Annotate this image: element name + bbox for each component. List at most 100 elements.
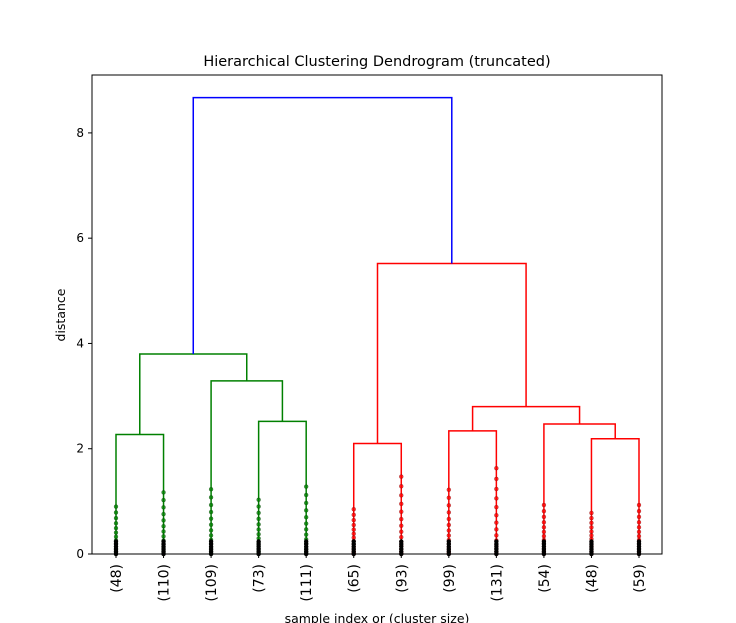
leaf-label: (59) xyxy=(632,564,648,593)
leaf-marker xyxy=(636,533,642,539)
leaf-marker xyxy=(399,516,404,522)
leaf-marker xyxy=(446,487,452,493)
leaf-marker xyxy=(541,539,547,544)
leaf-marker xyxy=(446,533,452,538)
leaf-marker xyxy=(161,490,166,495)
leaf-marker xyxy=(541,514,547,520)
leaf-marker xyxy=(446,528,452,533)
leaf-marker xyxy=(399,539,404,544)
leaf-marker xyxy=(303,532,309,537)
leaf-marker xyxy=(446,516,452,522)
leaf-marker xyxy=(541,502,547,508)
leaf-marker xyxy=(494,504,499,510)
leaf-marker xyxy=(541,508,547,514)
leaf-marker xyxy=(589,529,594,534)
leaf-marker xyxy=(256,527,261,532)
leaf-label: (65) xyxy=(347,564,363,593)
leaf-marker xyxy=(399,484,404,489)
leaf-marker xyxy=(351,531,356,537)
leaf-marker xyxy=(256,531,261,537)
leaf-marker xyxy=(494,465,499,471)
leaf-marker xyxy=(589,539,594,544)
leaf-marker xyxy=(589,510,594,516)
leaf-marker xyxy=(541,525,547,530)
leaf-marker xyxy=(446,522,452,528)
leaf-marker xyxy=(113,534,119,539)
leaf-marker xyxy=(208,516,214,521)
leaf-marker xyxy=(113,525,119,531)
leaf-marker xyxy=(351,512,356,518)
leaf-marker xyxy=(351,507,356,512)
dendrogram-link xyxy=(115,433,165,554)
leaf-marker xyxy=(256,510,261,516)
leaf-marker xyxy=(399,509,404,515)
leaf-marker xyxy=(494,486,499,492)
leaf-marker xyxy=(589,515,594,521)
leaf-label: (110) xyxy=(157,564,173,602)
leaf-marker xyxy=(636,514,642,520)
leaf-marker xyxy=(161,511,166,517)
leaf-marker xyxy=(351,517,356,523)
dendrogram-link xyxy=(192,96,453,354)
leaf-marker xyxy=(541,529,547,535)
leaf-marker xyxy=(494,476,499,482)
leaf-marker xyxy=(494,539,499,544)
y-tick-label: 4 xyxy=(76,336,84,350)
leaf-marker xyxy=(351,522,356,528)
leaf-marker xyxy=(399,534,404,540)
leaf-marker xyxy=(351,527,356,532)
leaf-marker xyxy=(303,508,309,513)
leaf-marker xyxy=(208,528,214,533)
leaf-label: (93) xyxy=(394,564,410,593)
leaf-marker xyxy=(113,521,119,526)
leaf-marker xyxy=(636,502,642,508)
leaf-marker xyxy=(256,516,261,522)
leaf-marker xyxy=(208,522,214,528)
dendrogram-link xyxy=(590,437,640,554)
leaf-marker xyxy=(208,539,214,544)
leaf-marker xyxy=(208,495,214,500)
leaf-label: (109) xyxy=(204,564,220,602)
leaf-marker xyxy=(589,533,594,538)
leaf-marker xyxy=(399,501,404,507)
leaf-marker xyxy=(636,539,642,544)
dendrogram-link xyxy=(376,262,527,444)
leaf-marker xyxy=(161,534,166,539)
dendrogram-link xyxy=(210,380,284,554)
leaf-label: (48) xyxy=(584,564,600,593)
leaf-marker xyxy=(494,520,499,525)
leaf-marker xyxy=(208,509,214,515)
leaf-marker xyxy=(303,527,309,532)
chart-title: Hierarchical Clustering Dendrogram (trun… xyxy=(203,54,550,70)
leaf-marker xyxy=(351,539,356,544)
leaf-marker xyxy=(161,539,166,544)
dendrogram-link xyxy=(139,353,248,435)
leaf-marker xyxy=(541,520,547,525)
leaf-marker xyxy=(303,484,309,489)
leaf-marker xyxy=(446,539,452,544)
leaf-marker xyxy=(161,523,166,529)
leaf-marker xyxy=(208,487,214,492)
leaf-marker xyxy=(636,520,642,525)
leaf-marker xyxy=(303,492,309,498)
leaf-marker xyxy=(446,495,452,501)
leaf-marker xyxy=(256,539,261,544)
leaf-marker xyxy=(303,539,309,544)
leaf-marker xyxy=(494,533,499,538)
leaf-marker xyxy=(303,521,309,526)
y-tick-label: 0 xyxy=(76,547,84,561)
x-axis: (48) (110) (109) (73) (111) (65) (93) (99) (131)… xyxy=(109,554,648,602)
leaf-marker xyxy=(161,529,166,534)
leaf-marker xyxy=(161,518,166,523)
x-axis-label: sample index or (cluster size) xyxy=(285,611,470,623)
y-axis-label: distance xyxy=(53,288,68,341)
dendrogram-link xyxy=(471,405,581,431)
leaf-marker xyxy=(589,520,594,526)
leaf-marker xyxy=(494,513,499,518)
leaf-marker xyxy=(208,502,214,508)
leaf-marker xyxy=(161,497,166,503)
leaf-marker xyxy=(494,496,499,501)
plot-frame xyxy=(91,74,663,555)
leaf-marker xyxy=(636,508,642,514)
leaf-marker xyxy=(256,497,261,503)
